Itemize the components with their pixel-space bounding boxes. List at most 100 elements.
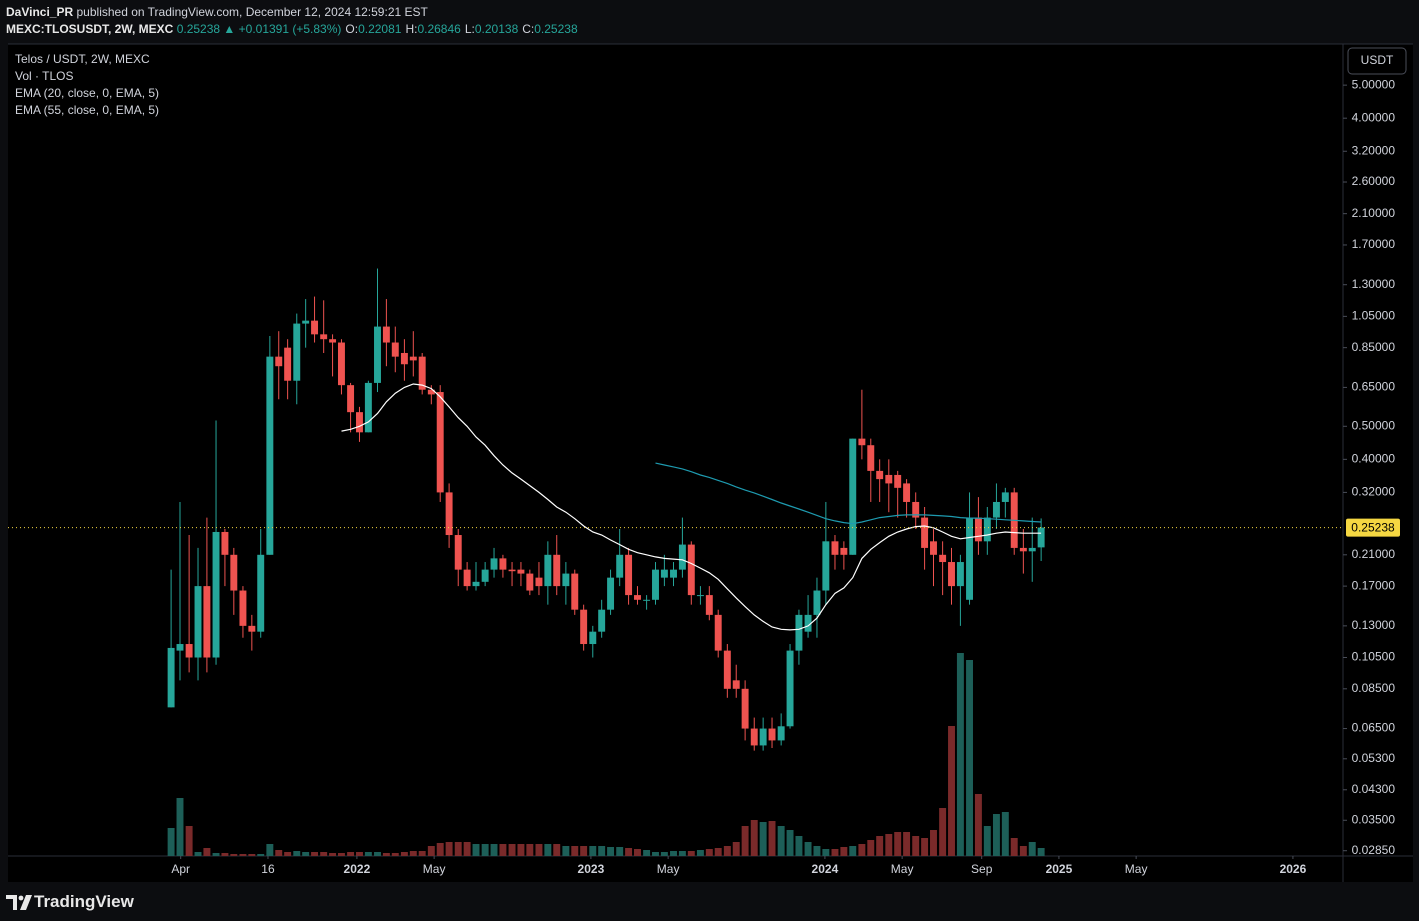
candle-body <box>239 590 247 626</box>
volume-bar <box>732 842 740 856</box>
plot-area <box>8 44 1343 856</box>
volume-bar <box>670 851 677 856</box>
candle-body <box>382 326 390 343</box>
y-tick-label: 1.70000 <box>1352 237 1396 251</box>
candle-body <box>490 558 498 570</box>
candle-body <box>705 595 713 615</box>
marks <box>8 268 1343 856</box>
y-tick-label: 0.21000 <box>1352 547 1396 561</box>
volume-bar <box>562 846 570 856</box>
volume-bar <box>948 726 955 856</box>
volume-bar <box>266 844 274 856</box>
volume-bar <box>382 853 390 856</box>
x-tick-label: May <box>657 862 680 876</box>
candle-body <box>966 517 973 600</box>
candle-body <box>517 569 525 574</box>
candle-body <box>1001 492 1009 502</box>
candle-body <box>248 625 256 632</box>
candle-body <box>974 517 982 542</box>
volume-bar <box>939 808 947 856</box>
ohlc-label: H: <box>405 22 418 36</box>
volume-bar <box>1019 846 1027 856</box>
volume-bar <box>374 852 381 856</box>
volume-bar <box>490 844 498 856</box>
y-tick-label: 0.10500 <box>1352 650 1396 664</box>
volume-bar <box>831 849 839 856</box>
candle-body <box>804 614 812 632</box>
volume-bar <box>813 846 821 856</box>
candle-body <box>212 531 220 658</box>
volume-bar <box>840 847 848 856</box>
candle-body <box>956 562 964 587</box>
candle-body <box>768 728 776 741</box>
x-tick-label: 2025 <box>1046 862 1073 876</box>
candle-body <box>903 483 911 502</box>
candle-body <box>634 595 641 600</box>
volume-bar <box>230 854 238 856</box>
volume-bar <box>544 844 552 856</box>
volume-bar <box>705 849 713 856</box>
volume-bar <box>652 852 659 856</box>
x-tick-label: Sep <box>971 862 993 876</box>
x-tick-label: May <box>1125 862 1148 876</box>
y-tick-label: 1.30000 <box>1352 277 1396 291</box>
volume-bar <box>822 849 830 856</box>
candle-body <box>840 547 848 555</box>
volume-bar <box>759 822 767 856</box>
volume-bar <box>804 842 812 856</box>
y-tick-label: 0.40000 <box>1352 452 1396 466</box>
candle-body <box>364 382 372 433</box>
y-tick-label: 5.00000 <box>1352 77 1396 91</box>
volume-bar <box>499 844 507 856</box>
ohlc-value: 0.20138 <box>474 22 519 36</box>
candle-body <box>302 320 310 324</box>
volume-bar <box>930 830 937 856</box>
volume-bar <box>714 848 722 856</box>
candle-body <box>625 554 633 596</box>
volume-bar <box>553 844 561 856</box>
volume-bar <box>212 853 220 856</box>
candle-body <box>1028 547 1036 552</box>
candle-body <box>400 352 408 365</box>
volume-bar <box>418 851 426 856</box>
volume-bar <box>768 821 776 856</box>
y-tick-label: 4.00000 <box>1352 110 1396 124</box>
y-tick-label: 0.02850 <box>1352 843 1396 857</box>
volume-bar <box>849 846 857 856</box>
volume-bar <box>436 843 444 856</box>
volume-bar <box>643 850 651 856</box>
currency-label[interactable]: USDT <box>1361 53 1394 67</box>
volume-bar <box>912 836 920 856</box>
ohlc-label: O: <box>345 22 359 36</box>
y-tick-label: 0.50000 <box>1352 418 1396 432</box>
y-tick-label: 2.10000 <box>1352 206 1396 220</box>
volume-bar <box>284 852 292 856</box>
volume-bar <box>167 828 175 856</box>
candle-body <box>750 728 758 746</box>
volume-bar <box>463 842 471 856</box>
y-tick-label: 2.60000 <box>1352 174 1396 188</box>
candle-body <box>544 554 552 587</box>
y-tick-label: 0.65000 <box>1352 380 1396 394</box>
ohlc-label: C: <box>522 22 535 36</box>
legend-volume: Vol · TLOS <box>15 69 73 83</box>
volume-bar <box>293 851 301 856</box>
volume-bar <box>580 846 588 856</box>
candle-body <box>293 323 301 381</box>
currency-button[interactable] <box>1347 47 1407 75</box>
publish-line: DaVinci_PR published on TradingView.com,… <box>6 5 428 19</box>
y-tick-label: 0.17000 <box>1352 578 1396 592</box>
volume-bar <box>185 826 193 856</box>
volume-bar <box>535 844 543 856</box>
candle-body <box>391 342 399 357</box>
volume-bar <box>275 850 283 856</box>
volume-bar <box>607 847 615 856</box>
volume-bar <box>867 840 875 856</box>
price-axis <box>1343 44 1413 856</box>
volume-bar <box>526 844 534 856</box>
volume-bar <box>876 836 884 856</box>
legend-ema: EMA (55, close, 0, EMA, 5) <box>15 103 159 117</box>
volume-bar <box>311 852 319 856</box>
candle-body <box>876 470 884 480</box>
